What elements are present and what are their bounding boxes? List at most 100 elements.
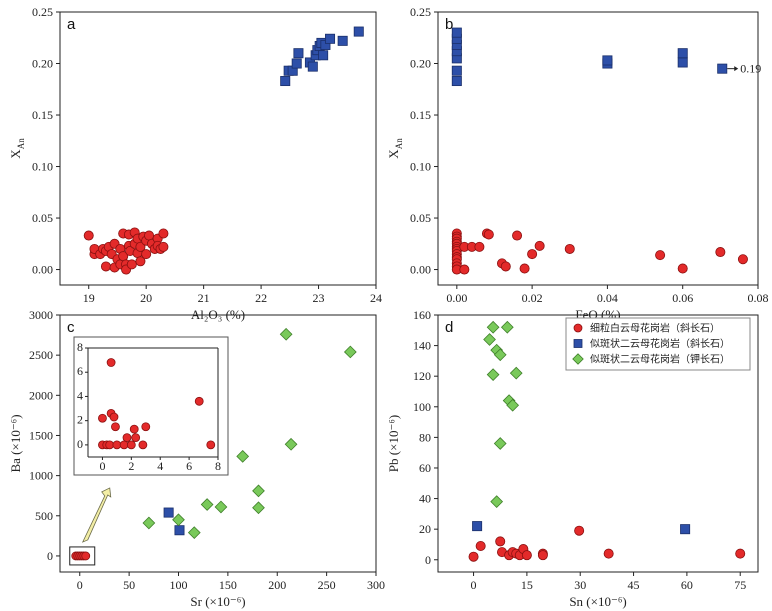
plot-frame: [59, 11, 377, 286]
data-point: [279, 327, 293, 341]
series-circle: [451, 228, 748, 275]
data-point: [158, 228, 169, 239]
y-tick-label: 0: [425, 553, 431, 567]
data-point: [200, 498, 214, 511]
data-point: [252, 501, 265, 515]
data-point: [293, 48, 304, 59]
inset-y-tick-label: 2: [77, 413, 83, 427]
series-diamond: [483, 320, 523, 508]
inset-x-tick-label: 6: [186, 459, 192, 473]
y-axis-title: XAn: [386, 138, 404, 159]
inset-data-point: [112, 440, 122, 450]
panel-c: 0 50 100 150 200 250 3000500100015002000250030…: [8, 308, 385, 609]
y-tick-label: 0.10: [32, 160, 53, 174]
data-point: [142, 516, 156, 530]
y-tick-label: 40: [419, 492, 431, 506]
data-point: [483, 229, 494, 240]
x-tick-label: 75: [734, 578, 746, 592]
data-point: [509, 366, 523, 380]
x-tick-label: 20: [140, 291, 152, 305]
x-tick-label: 19: [83, 291, 95, 305]
inset-y-tick-label: 8: [77, 340, 83, 354]
data-point: [307, 61, 318, 72]
data-point: [174, 525, 185, 536]
inset-data-point: [194, 396, 204, 406]
series-circle: [83, 227, 169, 275]
data-point: [472, 521, 483, 532]
data-point: [603, 548, 614, 559]
data-point: [236, 449, 250, 463]
y-axis-title: Pb (×10⁻⁶): [386, 415, 401, 472]
panel-label: b: [445, 16, 453, 33]
data-point: [677, 48, 688, 59]
legend-label: 似斑状二云母花岗岩（钾长石）: [590, 353, 730, 366]
data-point: [677, 263, 688, 274]
series-circle-cluster: [71, 551, 91, 561]
data-point: [500, 320, 514, 334]
x-tick-label: 22: [255, 291, 267, 305]
y-tick-label: 0.20: [32, 57, 53, 71]
data-point: [737, 254, 748, 265]
data-point: [144, 230, 155, 241]
y-tick-label: 60: [419, 461, 431, 475]
inset-data-point: [106, 358, 116, 367]
y-tick-label: 0.15: [410, 108, 431, 122]
data-point: [172, 513, 185, 527]
x-tick-label: 50: [123, 578, 135, 592]
inset-frame: [73, 336, 229, 476]
data-point: [521, 550, 532, 561]
data-point: [126, 259, 137, 270]
series-square: [163, 507, 185, 536]
data-point: [83, 230, 94, 241]
y-tick-label: 0.00: [32, 263, 53, 277]
data-point: [280, 76, 291, 87]
panel-label: c: [67, 319, 75, 336]
data-point: [141, 249, 152, 260]
x-tick-label: 45: [628, 578, 640, 592]
inset-data-point: [119, 440, 129, 450]
x-tick-label: 300: [367, 578, 385, 592]
data-point: [468, 551, 479, 562]
y-tick-label: 2500: [29, 348, 53, 362]
y-tick-label: 160: [413, 308, 431, 322]
x-tick-label: 250: [318, 578, 336, 592]
y-tick-label: 80: [419, 430, 431, 444]
data-point: [602, 55, 613, 66]
data-point: [564, 243, 575, 254]
data-point: [100, 261, 111, 272]
x-tick-label: 21: [198, 291, 210, 305]
plot-frame: [437, 11, 759, 286]
x-tick-label: 150: [219, 578, 237, 592]
y-tick-label: 0.05: [410, 211, 431, 225]
legend-label: 似斑状二云母花岗岩（斜长石）: [590, 337, 730, 350]
series-square: [472, 521, 691, 535]
y-tick-label: 0.10: [410, 160, 431, 174]
y-tick-label: 100: [413, 400, 431, 414]
data-point: [680, 524, 691, 535]
data-point: [512, 230, 523, 241]
legend-label: 细粒白云母花岗岩（斜长石）: [590, 322, 720, 335]
series-circle: [468, 525, 746, 562]
y-tick-label: 0.25: [410, 5, 431, 19]
arrow-head-icon: [734, 66, 739, 72]
inset-data-point: [98, 413, 107, 423]
legend-diamond-icon: [572, 353, 584, 365]
data-point: [493, 348, 507, 362]
data-point: [187, 526, 201, 540]
series-diamond: [142, 327, 357, 540]
inset-y-tick-label: 4: [77, 388, 83, 402]
inset-x-tick-label: 2: [128, 459, 134, 473]
y-tick-label: 0.20: [410, 57, 431, 71]
y-axis-title: Ba (×10⁻⁶): [8, 414, 23, 472]
data-point: [735, 548, 746, 559]
x-tick-label: 24: [370, 291, 382, 305]
panel-d: 0 15 30 45 60 75 0 20 40 60 80 100 120 140 160 d Sn (×10…: [386, 308, 759, 609]
inset-data-point: [131, 433, 141, 443]
inset-y-tick-label: 6: [77, 364, 83, 378]
y-tick-label: 0.15: [32, 108, 53, 122]
x-tick-label: 0.04: [597, 291, 618, 305]
inset-y-tick-label: 0: [77, 437, 83, 451]
y-tick-label: 0: [47, 549, 53, 563]
data-point: [534, 240, 545, 251]
